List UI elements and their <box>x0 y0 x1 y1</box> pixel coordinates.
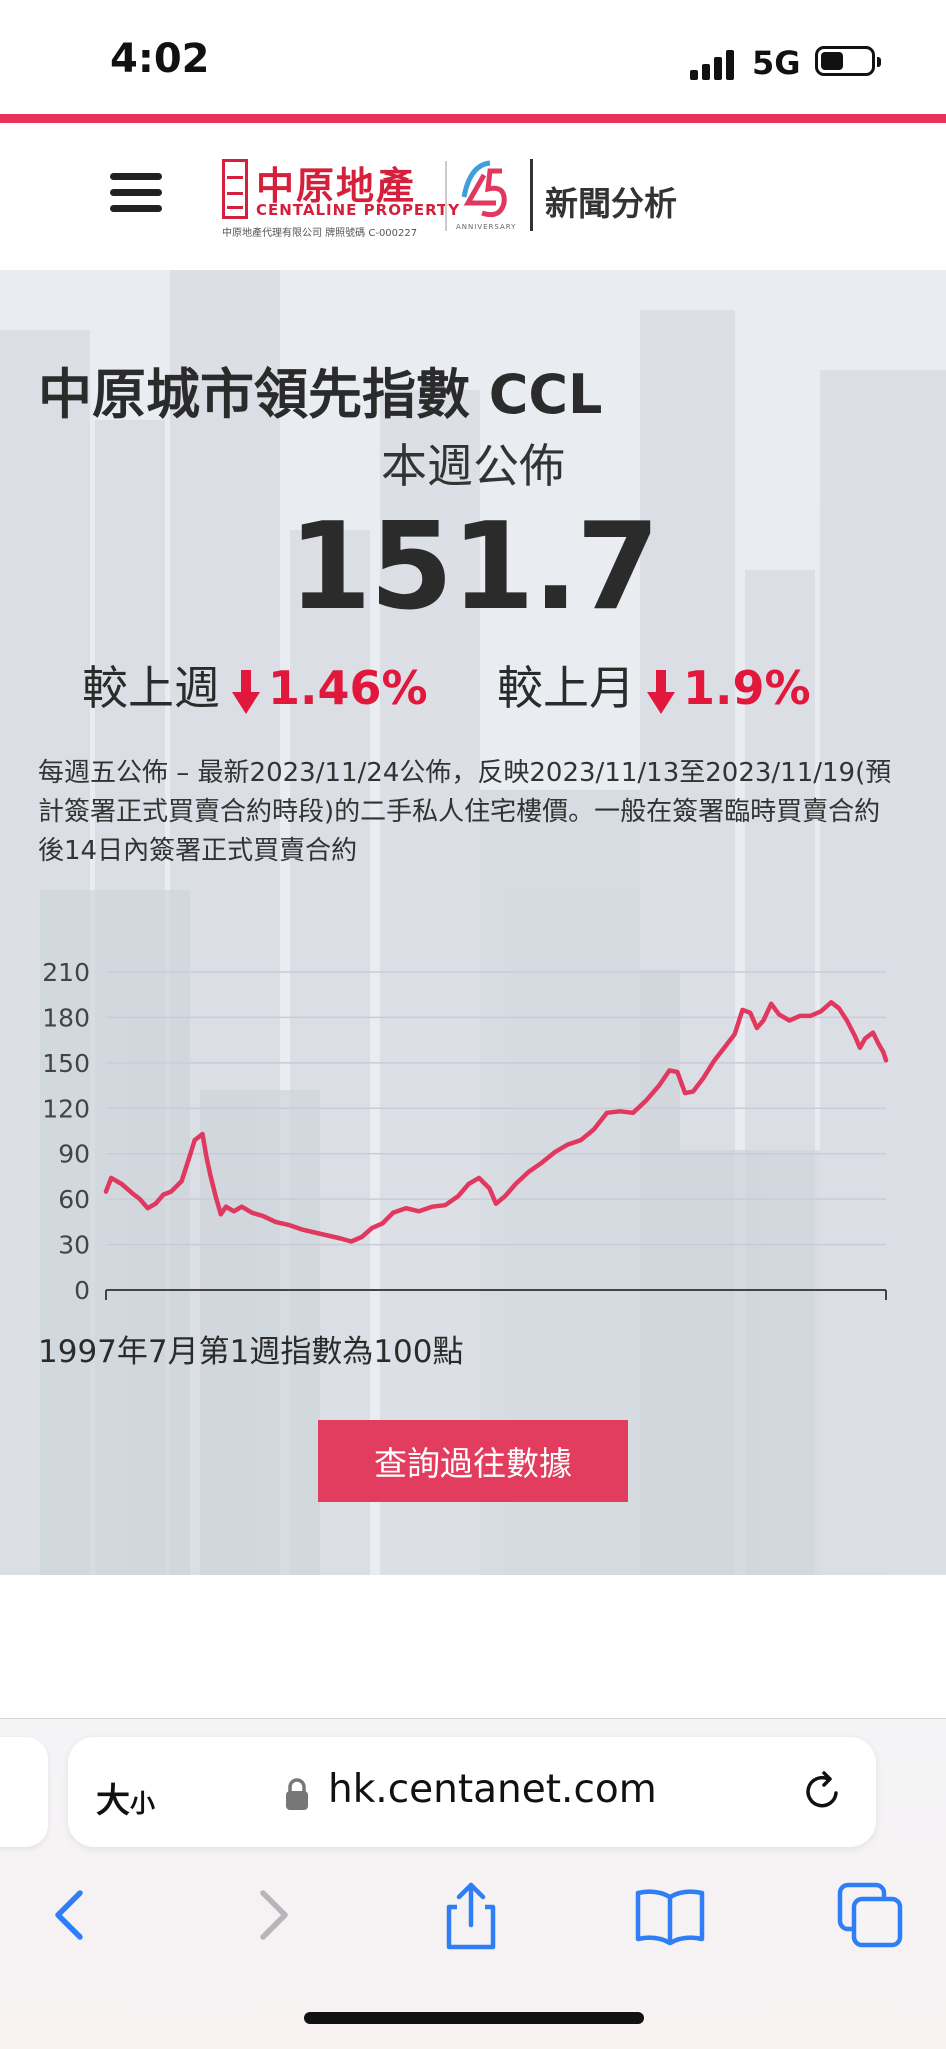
brand-name-en: CENTALINE PROPERTY <box>256 201 461 219</box>
monthly-change: 較上月 1.9% <box>497 652 811 718</box>
chevron-left-icon[interactable] <box>30 1875 110 1955</box>
y-tick-label: 30 <box>58 1231 90 1260</box>
base-note: 1997年7月第1週指數為100點 <box>38 1334 464 1370</box>
weekly-change-label: 較上週 <box>82 661 220 715</box>
publication-note: 每週五公佈 – 最新2023/11/24公佈，反映2023/11/13至2023… <box>38 758 892 866</box>
y-tick-label: 60 <box>58 1185 90 1214</box>
signal-icon <box>690 50 734 80</box>
anniversary-label: ANNIVERSARY <box>456 223 517 231</box>
header-accent-line <box>0 114 946 123</box>
monthly-change-label: 較上月 <box>497 661 635 715</box>
y-tick-label: 150 <box>42 1049 90 1078</box>
weekly-change: 較上週 1.46% <box>82 652 428 718</box>
y-tick-label: 90 <box>58 1140 90 1169</box>
status-bar: 4:02 5G <box>0 0 946 118</box>
page-title: 中原城市領先指數 CCL <box>38 363 603 426</box>
centaline-logo-icon[interactable] <box>222 159 248 219</box>
ccl-hero: 中原城市領先指數 CCL 本週公佈 151.7 較上週 1.46% 較上月 1.9%… <box>0 270 946 1575</box>
ccl-line-chart: 0 30 60 90 120 150 180 210 1994 2023 <box>38 958 889 1310</box>
y-tick-label: 180 <box>42 1003 90 1032</box>
home-indicator <box>304 2012 644 2024</box>
site-header: 中原地產 CENTALINE PROPERTY 中原地產代理有限公司 牌照號碼 … <box>0 123 946 270</box>
y-tick-label: 0 <box>74 1276 90 1305</box>
chevron-right-icon[interactable] <box>233 1875 313 1955</box>
arrow-down-icon <box>232 669 260 714</box>
previous-tab-peek[interactable] <box>0 1737 48 1847</box>
x-tick-label: 2023 <box>818 1307 882 1310</box>
network-label: 5G <box>752 44 801 82</box>
status-time: 4:02 <box>110 36 210 82</box>
share-icon[interactable] <box>431 1875 511 1955</box>
monthly-change-value: 1.9% <box>683 661 811 715</box>
hamburger-icon[interactable] <box>110 173 162 213</box>
section-divider <box>530 159 533 231</box>
book-icon[interactable] <box>630 1875 710 1955</box>
section-title[interactable]: 新聞分析 <box>545 184 677 223</box>
browser-bottom-bar: 大小 hk.centanet.com <box>0 1718 946 2049</box>
reload-icon[interactable] <box>798 1767 846 1815</box>
arrow-down-icon <box>647 669 675 714</box>
browser-toolbar <box>0 1875 946 1965</box>
query-history-button[interactable]: 查詢過往數據 <box>318 1420 628 1502</box>
battery-icon <box>815 46 881 76</box>
text-size-button[interactable]: 大小 <box>96 1781 156 1821</box>
ccl-value: 151.7 <box>288 498 660 637</box>
x-tick-label: 1994 <box>38 1307 102 1310</box>
brand-license: 中原地產代理有限公司 牌照號碼 C-000227 <box>222 228 418 239</box>
anniversary-logo-icon <box>461 160 507 218</box>
weekly-change-value: 1.46% <box>268 661 428 715</box>
logo-divider <box>445 161 447 231</box>
url-text[interactable]: hk.centanet.com <box>328 1767 657 1812</box>
week-label: 本週公佈 <box>381 439 565 493</box>
y-tick-label: 120 <box>42 1094 90 1123</box>
ccl-series-line <box>103 1000 889 1244</box>
address-bar[interactable]: 大小 hk.centanet.com <box>68 1737 876 1847</box>
y-tick-label: 210 <box>42 958 90 987</box>
brand-name-zh[interactable]: 中原地產 <box>256 164 417 208</box>
tabs-icon[interactable] <box>830 1875 910 1955</box>
lock-icon <box>286 1778 308 1810</box>
